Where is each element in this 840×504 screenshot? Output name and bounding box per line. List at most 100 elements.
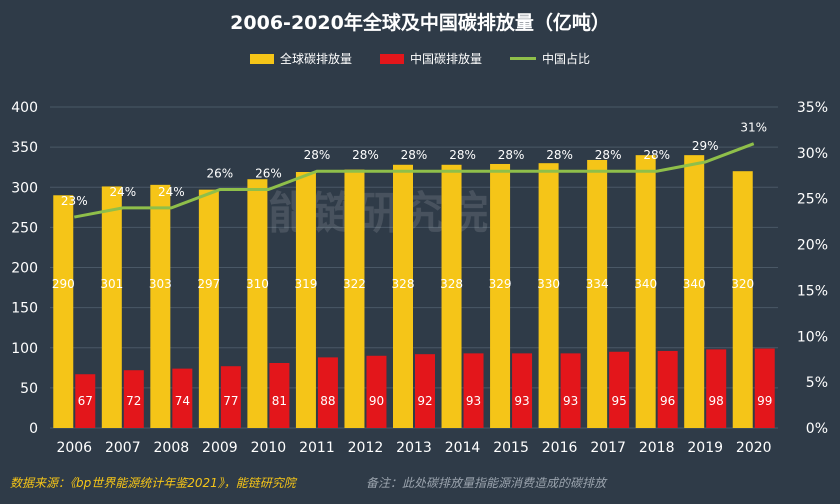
bar-china bbox=[706, 349, 727, 428]
bar-global bbox=[53, 195, 74, 428]
data-label-china: 90 bbox=[369, 394, 384, 408]
chart-title: 2006-2020年全球及中国碳排放量（亿吨） bbox=[230, 12, 610, 34]
legend-item-global: 全球碳排放量 bbox=[249, 50, 352, 67]
x-tick-label: 2013 bbox=[396, 440, 432, 456]
data-label-china: 74 bbox=[175, 394, 190, 408]
data-label-china: 77 bbox=[223, 394, 238, 408]
bar-global bbox=[732, 171, 753, 428]
y-left-tick-label: 0 bbox=[29, 421, 38, 437]
bar-china bbox=[415, 354, 435, 428]
bar-global bbox=[393, 164, 413, 428]
y-right-tick-label: 15% bbox=[797, 283, 828, 299]
legend-swatch-global bbox=[249, 53, 274, 64]
x-tick-label: 2012 bbox=[348, 440, 384, 456]
data-label-share: 23% bbox=[61, 194, 88, 208]
x-tick-label: 2010 bbox=[251, 440, 287, 456]
legend-label-china: 中国碳排放量 bbox=[409, 52, 482, 66]
bar-global bbox=[684, 155, 705, 428]
data-label-share: 28% bbox=[546, 148, 573, 162]
legend-swatch-china bbox=[379, 53, 404, 64]
data-label-china: 92 bbox=[417, 394, 432, 408]
x-tick-label: 2019 bbox=[687, 440, 723, 456]
x-tick-label: 2011 bbox=[299, 440, 335, 456]
y-right-tick-label: 35% bbox=[797, 100, 828, 116]
bar-china bbox=[366, 355, 387, 428]
data-label-china: 99 bbox=[757, 394, 772, 408]
x-tick-label: 2009 bbox=[202, 440, 238, 456]
data-label-china: 72 bbox=[126, 394, 141, 408]
data-label-share: 28% bbox=[643, 148, 670, 162]
data-label-china: 93 bbox=[514, 394, 529, 408]
data-label-share: 28% bbox=[304, 148, 331, 162]
x-tick-label: 2016 bbox=[542, 440, 578, 456]
data-label-global: 303 bbox=[149, 277, 172, 291]
legend-item-share: 中国占比 bbox=[510, 50, 590, 67]
y-right-tick-label: 20% bbox=[797, 238, 828, 254]
data-label-china: 95 bbox=[611, 394, 626, 408]
data-label-global: 328 bbox=[440, 277, 463, 291]
legend-label-share: 中国占比 bbox=[542, 52, 591, 66]
y-left-tick-label: 350 bbox=[11, 140, 38, 156]
bar-china bbox=[220, 366, 241, 428]
data-label-share: 24% bbox=[158, 185, 185, 199]
data-label-china: 93 bbox=[563, 394, 578, 408]
bar-china bbox=[75, 374, 96, 428]
data-label-global: 340 bbox=[683, 277, 706, 291]
bar-global bbox=[295, 172, 316, 428]
y-left-tick-label: 300 bbox=[11, 180, 38, 196]
bar-china bbox=[560, 353, 581, 428]
bar-china bbox=[463, 353, 484, 428]
data-label-china: 67 bbox=[78, 394, 93, 408]
data-label-global: 328 bbox=[392, 277, 415, 291]
data-label-global: 290 bbox=[52, 277, 75, 291]
data-label-global: 301 bbox=[100, 277, 123, 291]
data-label-china: 93 bbox=[466, 394, 481, 408]
data-label-global: 322 bbox=[343, 277, 366, 291]
y-right-tick-label: 10% bbox=[797, 329, 828, 345]
data-label-global: 319 bbox=[294, 277, 317, 291]
data-label-global: 320 bbox=[731, 277, 754, 291]
bar-global bbox=[198, 189, 219, 428]
bar-china bbox=[512, 353, 533, 428]
data-label-global: 340 bbox=[634, 277, 657, 291]
y-left-tick-label: 200 bbox=[11, 261, 38, 277]
bar-global bbox=[490, 163, 511, 429]
data-label-global: 310 bbox=[246, 277, 269, 291]
x-tick-label: 2017 bbox=[590, 440, 626, 456]
data-label-share: 24% bbox=[109, 185, 136, 199]
bar-global bbox=[150, 184, 171, 428]
bar-global bbox=[441, 164, 462, 428]
line-share bbox=[73, 142, 755, 219]
x-tick-label: 2007 bbox=[105, 440, 141, 456]
y-right-tick-label: 30% bbox=[797, 146, 828, 162]
bar-china bbox=[123, 370, 144, 428]
data-label-global: 297 bbox=[197, 277, 220, 291]
bar-china bbox=[317, 357, 338, 428]
bar-global bbox=[344, 169, 365, 428]
y-left-tick-label: 400 bbox=[11, 100, 38, 116]
data-label-global: 329 bbox=[489, 277, 512, 291]
bar-china bbox=[609, 351, 630, 428]
bar-china bbox=[269, 362, 290, 428]
bar-china bbox=[754, 348, 775, 428]
legend: 全球碳排放量 中国碳排放量 中国占比 bbox=[0, 50, 840, 67]
y-left-tick-label: 250 bbox=[11, 220, 38, 236]
data-label-share: 28% bbox=[352, 148, 379, 162]
x-tick-label: 2014 bbox=[445, 440, 481, 456]
y-left-tick-label: 150 bbox=[11, 301, 38, 317]
data-label-global: 334 bbox=[586, 277, 609, 291]
data-label-share: 28% bbox=[498, 148, 525, 162]
legend-item-china: 中国碳排放量 bbox=[379, 50, 482, 67]
bar-global bbox=[247, 179, 268, 428]
y-right-tick-label: 5% bbox=[806, 375, 828, 391]
chart-note: 备注：此处碳排放量指能源消费造成的碳排放 bbox=[366, 476, 607, 490]
bar-global bbox=[538, 163, 559, 429]
data-source: 数据来源：《bp世界能源统计年鉴2021》，能链研究院 bbox=[10, 476, 296, 490]
y-left-tick-label: 100 bbox=[11, 341, 38, 357]
bar-china bbox=[657, 350, 678, 428]
data-label-share: 28% bbox=[449, 148, 476, 162]
y-right-tick-label: 0% bbox=[806, 421, 828, 437]
legend-swatch-share bbox=[510, 57, 536, 60]
